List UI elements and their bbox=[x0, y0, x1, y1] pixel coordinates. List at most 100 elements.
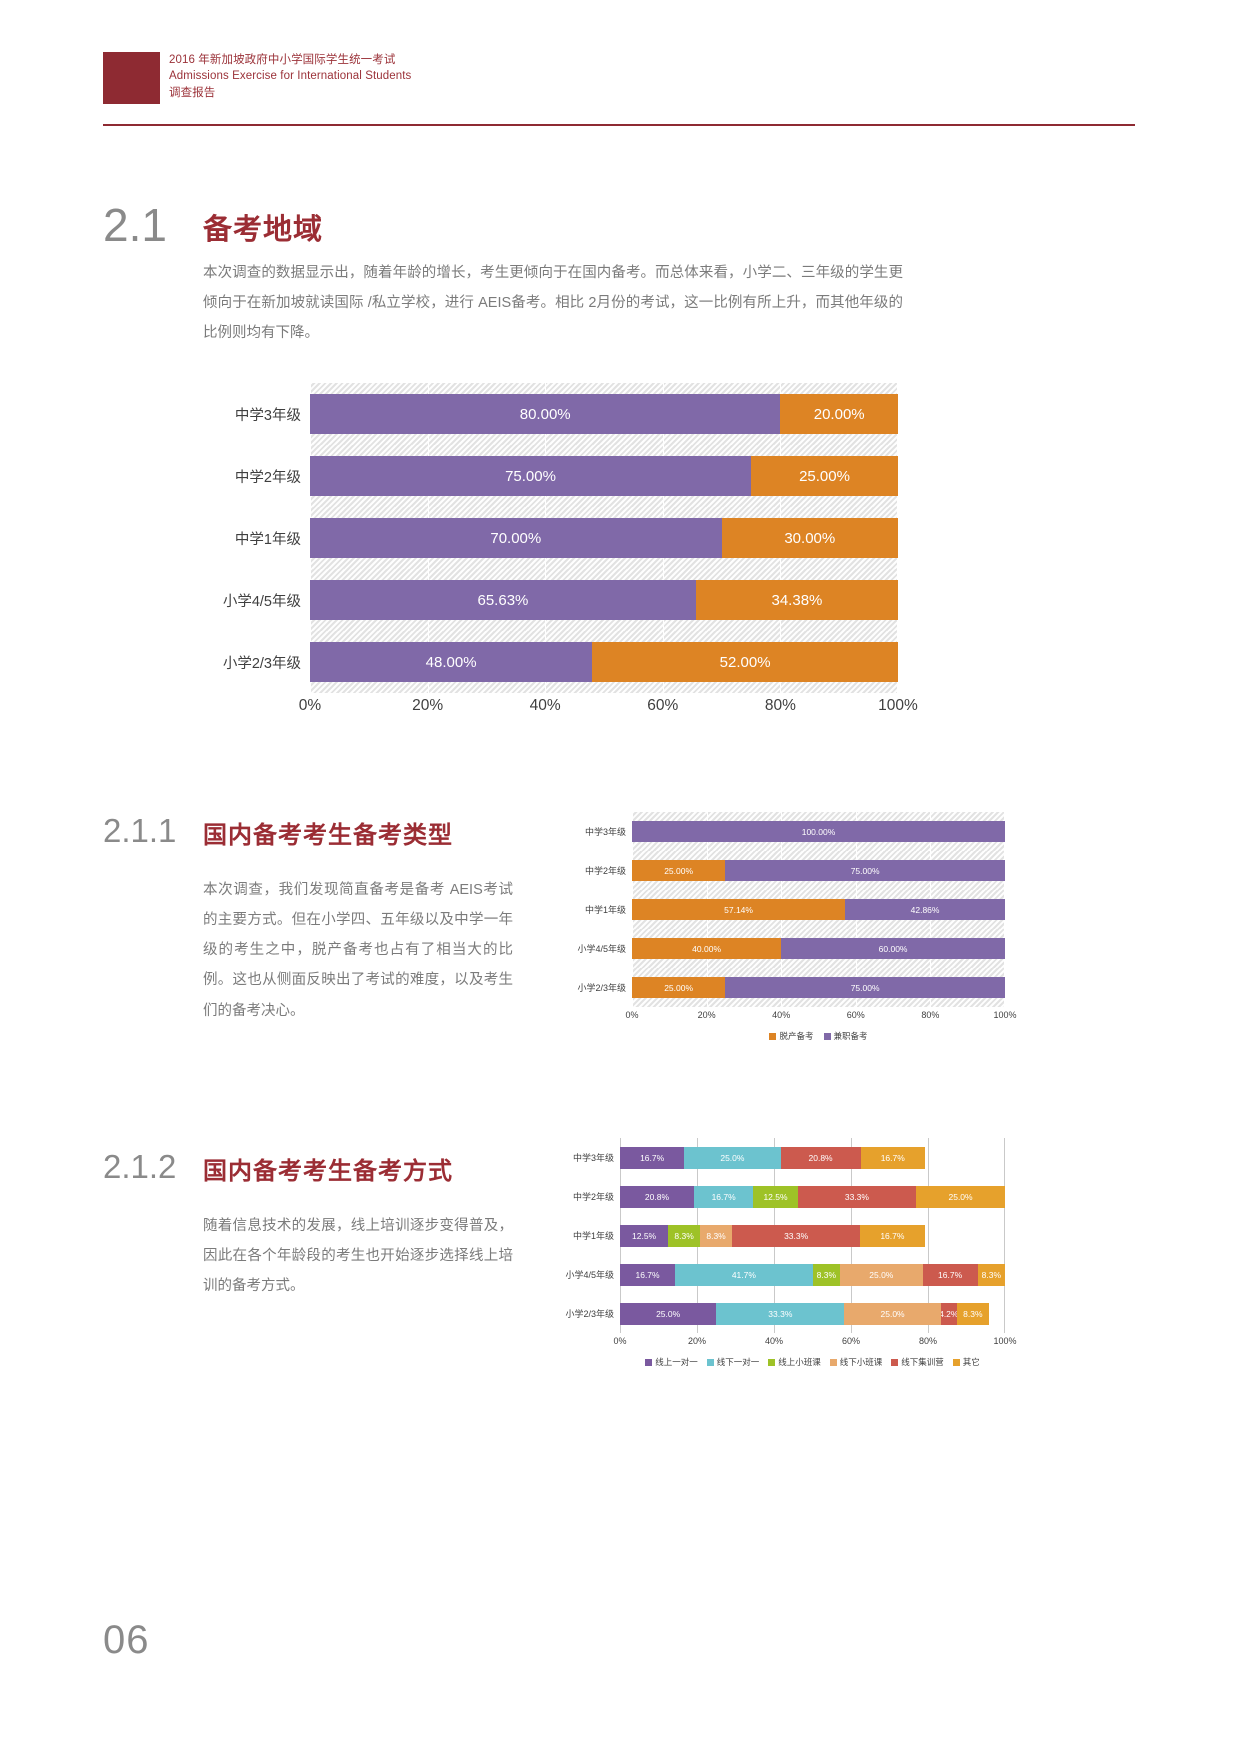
chart-prep-type: 中学3年级 100.00% 中学2年级 25.00% 75.00% 中学1年级 57.14%… bbox=[560, 812, 1017, 1057]
chart-bar: 40.00% 60.00% bbox=[632, 938, 1005, 959]
chart-prep-region: 中学3年级 80.00% 20.00% 中学2年级 75.00% 25.00% 中学1年级 7… bbox=[208, 383, 918, 728]
header-line-cn-title: 2016 年新加坡政府中小学国际学生统一考试 bbox=[169, 54, 396, 66]
chart-bar: 65.63% 34.38% bbox=[310, 580, 898, 620]
section-2-1-body: 本次调查的数据显示出，随着年龄的增长，考生更倾向于在国内备考。而总体来看，小学二… bbox=[203, 265, 903, 342]
chart-bar-segment: 12.5% bbox=[753, 1186, 798, 1208]
chart-legend-item[interactable]: 线上一对一 bbox=[645, 1356, 698, 1368]
chart-bar-segment: 65.63% bbox=[310, 580, 696, 620]
chart-bar: 25.00% 75.00% bbox=[632, 860, 1005, 881]
chart-legend-label: 兼职备考 bbox=[833, 1031, 868, 1041]
chart-gridline bbox=[1004, 1138, 1005, 1177]
chart-row: 中学2年级 25.00% 75.00% bbox=[560, 851, 1005, 890]
chart-bar-segment: 16.7% bbox=[693, 1186, 754, 1208]
chart-bar: 48.00% 52.00% bbox=[310, 642, 898, 682]
chart-bar-segment: 16.7% bbox=[860, 1147, 925, 1169]
chart-plot-area: 20.8% 16.7% 12.5% 33.3% 25.0% bbox=[620, 1177, 1005, 1216]
chart-xtick-label: 40% bbox=[764, 1336, 784, 1346]
chart-bar-segment: 16.7% bbox=[620, 1264, 676, 1286]
chart-bar-segment: 25.0% bbox=[916, 1186, 1005, 1208]
chart-bar-segment: 57.14% bbox=[632, 899, 846, 920]
chart-gridline bbox=[928, 1138, 929, 1177]
section-2-1-number: 2.1 bbox=[103, 199, 167, 251]
chart-xtick-label: 100% bbox=[993, 1010, 1017, 1020]
chart-row: 小学4/5年级 40.00% 60.00% bbox=[560, 929, 1005, 968]
chart-bar-segment: 25.00% bbox=[751, 456, 898, 496]
chart-xtick-label: 40% bbox=[772, 1010, 791, 1020]
chart-bar-segment: 8.3% bbox=[977, 1264, 1005, 1286]
chart-bar: 80.00% 20.00% bbox=[310, 394, 898, 434]
chart-legend-item[interactable]: 线下小班课 bbox=[829, 1356, 883, 1368]
chart-xaxis-inner: 0% 20% 40% 60% 80% 100% bbox=[613, 1335, 1016, 1353]
chart-bar-segment: 80.00% bbox=[310, 394, 781, 434]
chart-bar-segment: 20.00% bbox=[780, 394, 898, 434]
chart-row-label: 中学1年级 bbox=[572, 1231, 614, 1241]
page-number: 06 bbox=[103, 1618, 150, 1662]
chart-bar-segment: 25.00% bbox=[632, 977, 726, 998]
chart-legend-inner: 线上一对一 线下一对一 线上小班课 线下小班课 线下集训营 其它 bbox=[620, 1356, 1005, 1368]
chart-plot-area: 25.00% 75.00% bbox=[632, 851, 1005, 890]
chart-prep-method-rows: 中学3年级 16.7% 25.0% 20.8% 16.7% 中学2年级 20.8% 16.7%… bbox=[545, 1138, 1005, 1334]
chart-gridline bbox=[1004, 1294, 1005, 1333]
chart-row: 中学3年级 80.00% 20.00% bbox=[208, 383, 898, 445]
chart-plot-area: 40.00% 60.00% bbox=[632, 929, 1005, 968]
chart-legend-swatch-icon bbox=[769, 1032, 777, 1040]
header-line-en-title: Admissions Exercise for International St… bbox=[169, 70, 412, 83]
chart-row-label: 中学3年级 bbox=[234, 407, 301, 424]
chart-legend-item[interactable]: 线下集训营 bbox=[891, 1356, 944, 1368]
chart-legend-item[interactable]: 线上小班课 bbox=[768, 1356, 821, 1368]
chart-bar-segment: 33.3% bbox=[797, 1186, 917, 1208]
chart-row: 中学1年级 70.00% 30.00% bbox=[208, 507, 898, 569]
header-title-block: 2016 年新加坡政府中小学国际学生统一考试 Admissions Exerci… bbox=[169, 52, 411, 101]
chart-legend-item[interactable]: 线下一对一 bbox=[706, 1356, 759, 1368]
chart-bar: 16.7% 41.7% 8.3% 25.0% 16.7% 8.3% bbox=[620, 1264, 1005, 1286]
chart-legend-label: 线下集训营 bbox=[901, 1357, 944, 1367]
chart-legend-label: 脱产备考 bbox=[779, 1031, 814, 1041]
chart-prep-region-xaxis: 0% 20% 40% 60% 80% 100% bbox=[208, 695, 918, 721]
chart-legend-label: 线上小班课 bbox=[778, 1357, 821, 1367]
chart-prep-region-rows: 中学3年级 80.00% 20.00% 中学2年级 75.00% 25.00% 中学1年级 7… bbox=[208, 383, 898, 693]
chart-row: 中学3年级 16.7% 25.0% 20.8% 16.7% bbox=[545, 1138, 1005, 1177]
chart-xtick-label: 0% bbox=[298, 697, 322, 714]
chart-legend-item[interactable]: 其它 bbox=[952, 1356, 980, 1368]
chart-plot-area: 65.63% 34.38% bbox=[310, 569, 898, 631]
chart-bar: 75.00% 25.00% bbox=[310, 456, 898, 496]
chart-row: 中学1年级 12.5% 8.3% 8.3% 33.3% 16.7% bbox=[545, 1216, 1005, 1255]
chart-legend-label: 线下小班课 bbox=[839, 1357, 883, 1367]
chart-plot-area: 16.7% 41.7% 8.3% 25.0% 16.7% 8.3% bbox=[620, 1255, 1005, 1294]
chart-plot-area: 25.0%33.3%25.0%4.2%8.3% bbox=[620, 1294, 1005, 1333]
chart-row-label: 小学2/3年级 bbox=[222, 655, 301, 672]
chart-row: 中学1年级 57.14% 42.86% bbox=[560, 890, 1005, 929]
chart-xtick-label: 40% bbox=[529, 697, 561, 714]
chart-prep-method: 中学3年级 16.7% 25.0% 20.8% 16.7% 中学2年级 20.8% 16.7%… bbox=[545, 1138, 1017, 1388]
chart-prep-type-xaxis: 0% 20% 40% 60% 80% 100% bbox=[560, 1009, 1016, 1027]
chart-bar: 25.00% 75.00% bbox=[632, 977, 1005, 998]
chart-xtick-label: 60% bbox=[647, 697, 679, 714]
chart-legend-item[interactable]: 脱产备考 bbox=[769, 1030, 814, 1042]
chart-bar-segment: 52.00% bbox=[592, 642, 898, 682]
chart-bar-segment: 41.7% bbox=[675, 1264, 813, 1286]
chart-gridline bbox=[928, 1216, 929, 1255]
chart-legend-swatch-icon bbox=[823, 1032, 831, 1040]
chart-xtick-label: 20% bbox=[697, 1010, 716, 1020]
chart-bar-segment: 25.0% bbox=[840, 1264, 923, 1286]
chart-bar-segment: 100.00% bbox=[632, 821, 1005, 842]
chart-legend-swatch-icon bbox=[645, 1358, 653, 1366]
chart-bar-segment: 60.00% bbox=[781, 938, 1005, 959]
chart-bar-segment: 75.00% bbox=[725, 977, 1005, 998]
chart-bar-segment: 20.8% bbox=[780, 1147, 861, 1169]
chart-plot-area: 16.7% 25.0% 20.8% 16.7% bbox=[620, 1138, 1005, 1177]
section-2-1-1-title: 国内备考考生备考类型 bbox=[203, 822, 453, 849]
chart-bar-segment: 25.0% bbox=[684, 1147, 781, 1169]
chart-bar: 70.00% 30.00% bbox=[310, 518, 898, 558]
chart-plot-area: 75.00% 25.00% bbox=[310, 445, 898, 507]
chart-legend-item[interactable]: 兼职备考 bbox=[823, 1030, 868, 1042]
chart-legend-swatch-icon bbox=[829, 1358, 837, 1366]
chart-bar: 100.00% bbox=[632, 821, 1005, 842]
chart-plot-area: 25.00% 75.00% bbox=[632, 968, 1005, 1007]
chart-row-label: 中学1年级 bbox=[234, 531, 301, 548]
chart-bar-segment: 20.8% bbox=[620, 1186, 694, 1208]
chart-xtick-label: 80% bbox=[918, 1336, 938, 1346]
chart-xtick-label: 100% bbox=[878, 697, 918, 714]
chart-row: 中学2年级 20.8% 16.7% 12.5% 33.3% 25.0% bbox=[545, 1177, 1005, 1216]
chart-row: 中学3年级 100.00% bbox=[560, 812, 1005, 851]
